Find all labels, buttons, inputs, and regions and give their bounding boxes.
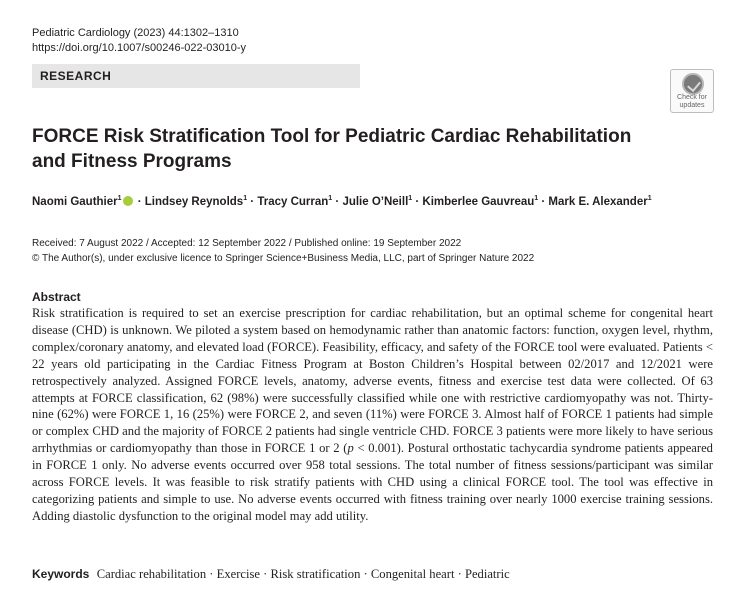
orcid-icon[interactable] xyxy=(122,195,133,206)
abstract-heading: Abstract xyxy=(32,290,81,304)
author-affiliation: 1 xyxy=(534,195,539,202)
author-name[interactable]: Tracy Curran xyxy=(257,195,329,208)
author-separator: · xyxy=(247,195,258,208)
author-name[interactable]: Lindsey Reynolds xyxy=(144,195,244,208)
publication-dates: Received: 7 August 2022 / Accepted: 12 S… xyxy=(32,236,534,266)
title-line-1: FORCE Risk Stratification Tool for Pedia… xyxy=(32,126,632,147)
doi-link[interactable]: https://doi.org/10.1007/s00246-022-03010… xyxy=(32,42,247,54)
title-line-2: and Fitness Programs xyxy=(32,151,232,172)
author-separator: · xyxy=(332,195,343,208)
journal-header: Pediatric Cardiology (2023) 44:1302–1310… xyxy=(32,26,246,56)
check-for-updates-badge[interactable]: Check for updates xyxy=(670,69,714,113)
abstract-body: Risk stratification is required to set a… xyxy=(32,305,713,525)
check-updates-text: Check for updates xyxy=(671,94,713,110)
author-name[interactable]: Mark E. Alexander xyxy=(548,195,648,208)
author-separator: · xyxy=(134,195,145,208)
author-affiliation: 1 xyxy=(408,195,413,202)
keywords-text: Cardiac rehabilitation · Exercise · Risk… xyxy=(96,567,510,581)
journal-citation: Pediatric Cardiology (2023) 44:1302–1310 xyxy=(32,27,239,39)
author-affiliation: 1 xyxy=(243,195,248,202)
keywords-label: Keywords xyxy=(32,567,90,581)
check-updates-line1: Check for xyxy=(677,94,707,101)
abstract-text-part2: < 0.001). Postural orthostatic tachycard… xyxy=(32,441,713,523)
abstract-text-part1: Risk stratification is required to set a… xyxy=(32,306,713,456)
section-label-bar: RESEARCH xyxy=(32,64,360,88)
copyright-line: © The Author(s), under exclusive licence… xyxy=(32,253,535,264)
author-name[interactable]: Kimberlee Gauvreau xyxy=(422,195,535,208)
author-list: Naomi Gauthier1 · Lindsey Reynolds1 · Tr… xyxy=(32,195,652,208)
author-name[interactable]: Naomi Gauthier xyxy=(32,195,118,208)
history-dates: Received: 7 August 2022 / Accepted: 12 S… xyxy=(32,238,462,249)
author-separator: · xyxy=(538,195,549,208)
section-label: RESEARCH xyxy=(40,69,112,83)
author-separator: · xyxy=(412,195,423,208)
check-updates-icon xyxy=(682,73,704,95)
author-affiliation: 1 xyxy=(647,195,652,202)
article-title: FORCE Risk Stratification Tool for Pedia… xyxy=(32,124,672,174)
author-affiliation: 1 xyxy=(117,195,122,202)
p-value-symbol: p xyxy=(347,441,354,456)
keywords-line: Keywords Cardiac rehabilitation · Exerci… xyxy=(32,567,510,582)
check-updates-line2: updates xyxy=(679,102,705,109)
author-affiliation: 1 xyxy=(328,195,333,202)
author-name[interactable]: Julie O’Neill xyxy=(342,195,409,208)
